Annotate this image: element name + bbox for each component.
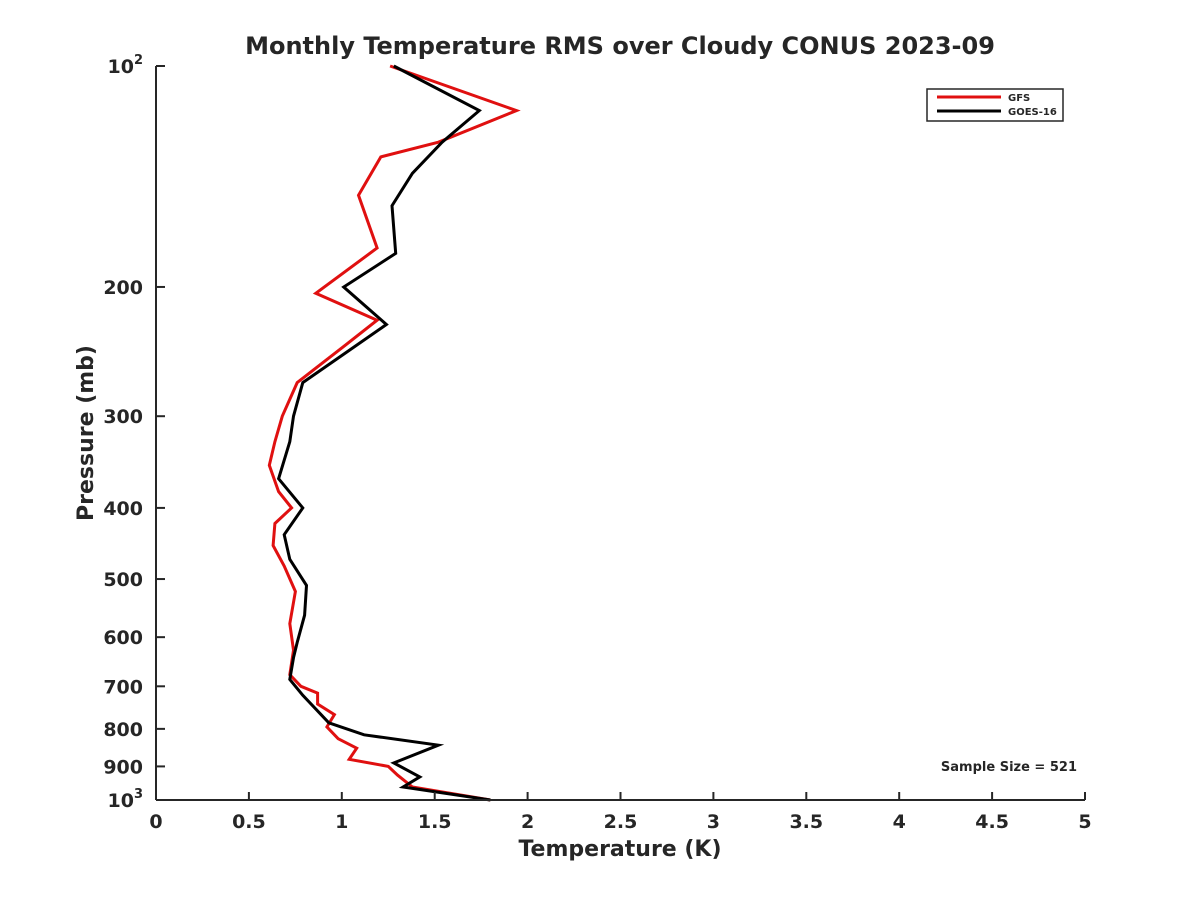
sample-size-annotation: Sample Size = 521 bbox=[941, 760, 1077, 775]
legend-box bbox=[926, 88, 1064, 122]
x-tick-label: 0 bbox=[149, 811, 162, 833]
y-tick-label: 300 bbox=[103, 406, 143, 428]
x-ticks-group: 0 0.5 1 1.5 2 2.5 3 3.5 4 4.5 5 bbox=[149, 792, 1092, 833]
x-tick-label: 4.5 bbox=[975, 811, 1009, 833]
x-tick-label: 4 bbox=[893, 811, 906, 833]
y-tick-exponent: 2 bbox=[134, 53, 143, 68]
y-tick-label: 102 bbox=[108, 53, 144, 78]
x-tick-label: 1.5 bbox=[418, 811, 452, 833]
y-axis-label: Pressure (mb) bbox=[74, 345, 99, 521]
series-line-gfs bbox=[267, 64, 521, 802]
plot-lines-layer bbox=[267, 64, 521, 802]
x-tick-label: 3.5 bbox=[789, 811, 823, 833]
x-tick-label: 2 bbox=[521, 811, 534, 833]
y-tick-label: 103 bbox=[108, 787, 144, 812]
chart-title: Monthly Temperature RMS over Cloudy CONU… bbox=[245, 32, 995, 60]
y-tick-label: 600 bbox=[103, 627, 143, 649]
y-tick-base: 10 bbox=[108, 56, 134, 78]
legend-items: GFS GOES-16 bbox=[937, 93, 1057, 118]
x-tick-label: 2.5 bbox=[604, 811, 638, 833]
axes-layer bbox=[155, 66, 1085, 801]
legend-label: GFS bbox=[1008, 93, 1030, 104]
y-tick-label: 400 bbox=[103, 498, 143, 520]
legend-label: GOES-16 bbox=[1008, 107, 1057, 118]
x-tick-label: 1 bbox=[335, 811, 348, 833]
x-tick-label: 5 bbox=[1078, 811, 1091, 833]
y-tick-base: 10 bbox=[108, 790, 134, 812]
y-tick-exponent: 3 bbox=[134, 787, 143, 802]
y-tick-label: 800 bbox=[103, 719, 143, 741]
y-tick-label: 200 bbox=[103, 277, 143, 299]
y-tick-label: 900 bbox=[103, 756, 143, 778]
x-axis-label: Temperature (K) bbox=[518, 837, 721, 862]
series-line-goes-16 bbox=[276, 64, 491, 802]
y-tick-label: 700 bbox=[103, 676, 143, 698]
legend: GFS GOES-16 bbox=[926, 88, 1064, 122]
y-tick-label: 500 bbox=[103, 569, 143, 591]
x-tick-label: 0.5 bbox=[232, 811, 266, 833]
x-tick-label: 3 bbox=[707, 811, 720, 833]
